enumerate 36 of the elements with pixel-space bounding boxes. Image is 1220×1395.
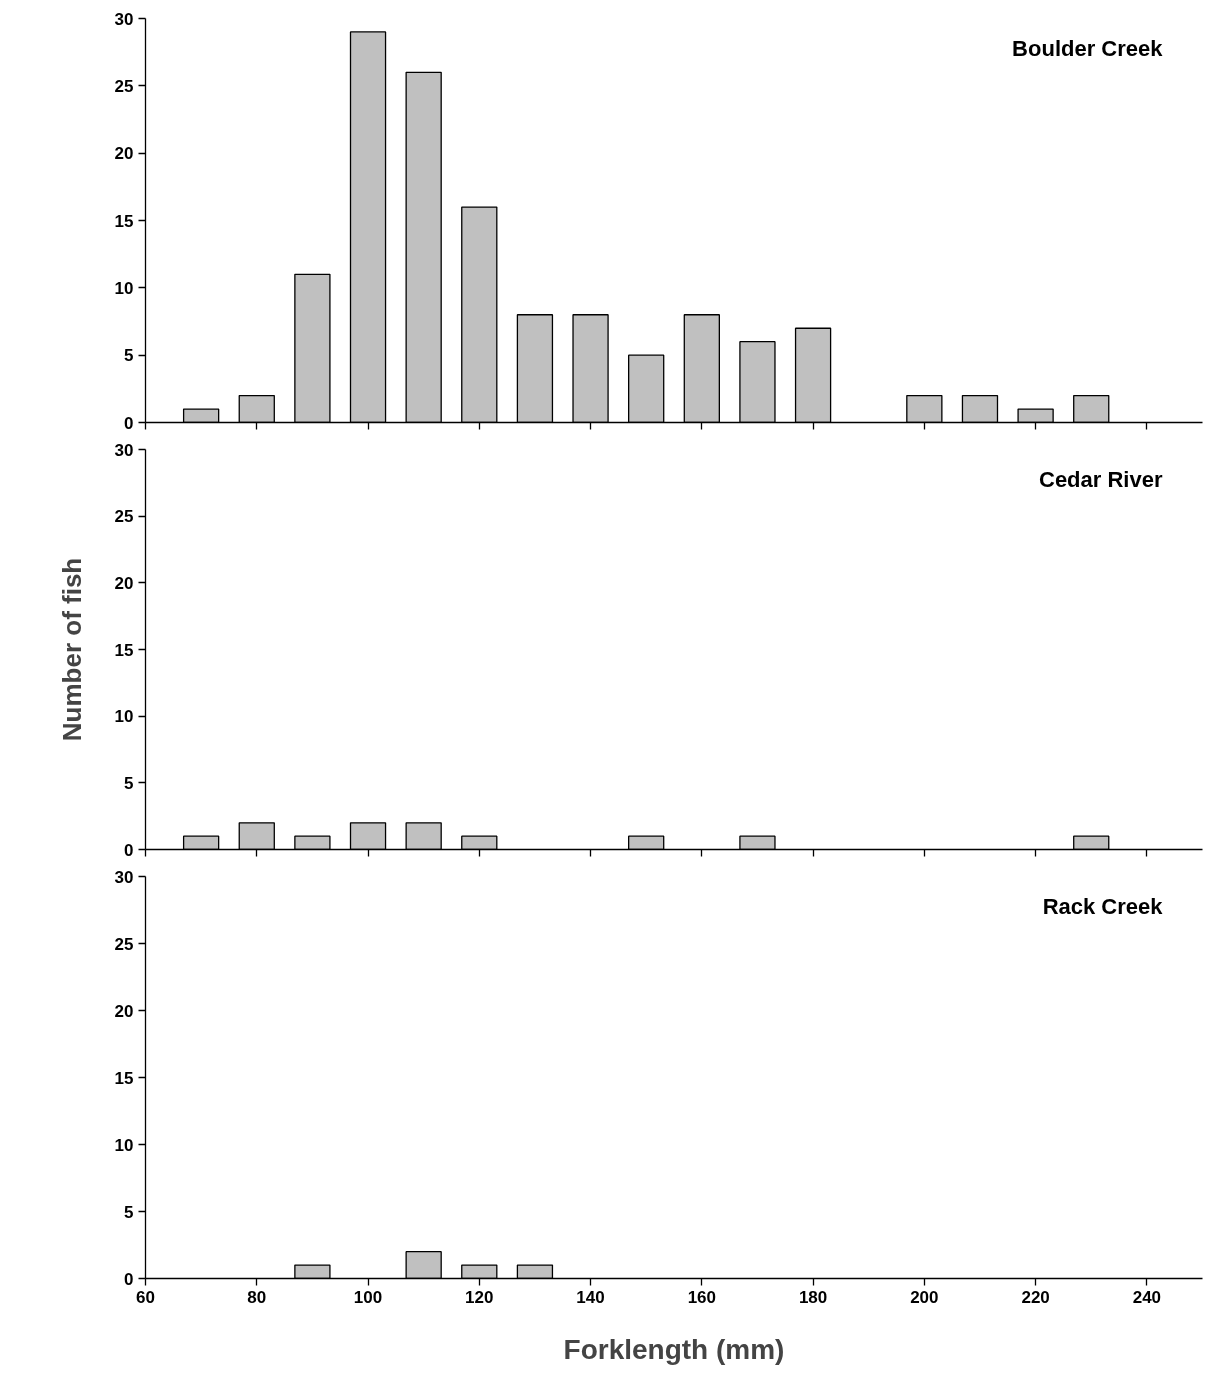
y-tick-label: 10 <box>114 707 134 727</box>
y-tick-label: 0 <box>124 413 134 433</box>
x-tick-label: 100 <box>353 1287 383 1307</box>
x-tick-label: 180 <box>798 1287 828 1307</box>
y-tick-label: 20 <box>114 573 134 593</box>
y-tick-label: 15 <box>114 640 134 660</box>
y-tick-label: 20 <box>114 144 134 164</box>
y-tick-label: 10 <box>114 278 134 298</box>
x-tick-label: 160 <box>687 1287 717 1307</box>
x-tick-label: 140 <box>576 1287 605 1307</box>
text: Cedar River <box>1039 466 1163 492</box>
y-tick-label: 5 <box>124 773 134 793</box>
y-tick-label: 30 <box>114 440 134 460</box>
text: Boulder Creek <box>1012 35 1164 61</box>
y-tick-label: 15 <box>114 211 134 231</box>
y-tick-label: 5 <box>124 1202 134 1222</box>
y-tick-label: 30 <box>114 867 134 887</box>
text: Rack Creek <box>1042 893 1164 919</box>
y-tick-label: 30 <box>114 9 134 29</box>
y-tick-label: 10 <box>114 1135 134 1155</box>
y-tick-label: 15 <box>114 1068 134 1088</box>
x-tick-label: 200 <box>910 1287 939 1307</box>
y-tick-label: 25 <box>114 507 134 527</box>
y-tick-label: 5 <box>124 346 134 366</box>
x-axis-title: Forklength (mm) <box>563 1333 785 1365</box>
x-tick-label: 120 <box>465 1287 494 1307</box>
x-tick-label: 60 <box>136 1287 155 1307</box>
x-tick-label: 80 <box>247 1287 267 1307</box>
x-tick-label: 220 <box>1021 1287 1050 1307</box>
y-tick-label: 25 <box>114 76 134 96</box>
y-tick-label: 0 <box>124 840 134 860</box>
y-tick-label: 0 <box>124 1269 134 1289</box>
y-tick-label: 25 <box>114 934 134 954</box>
x-tick-label: 240 <box>1132 1287 1162 1307</box>
y-tick-label: 20 <box>114 1001 134 1021</box>
y-axis-title: Number of fish <box>56 557 87 742</box>
